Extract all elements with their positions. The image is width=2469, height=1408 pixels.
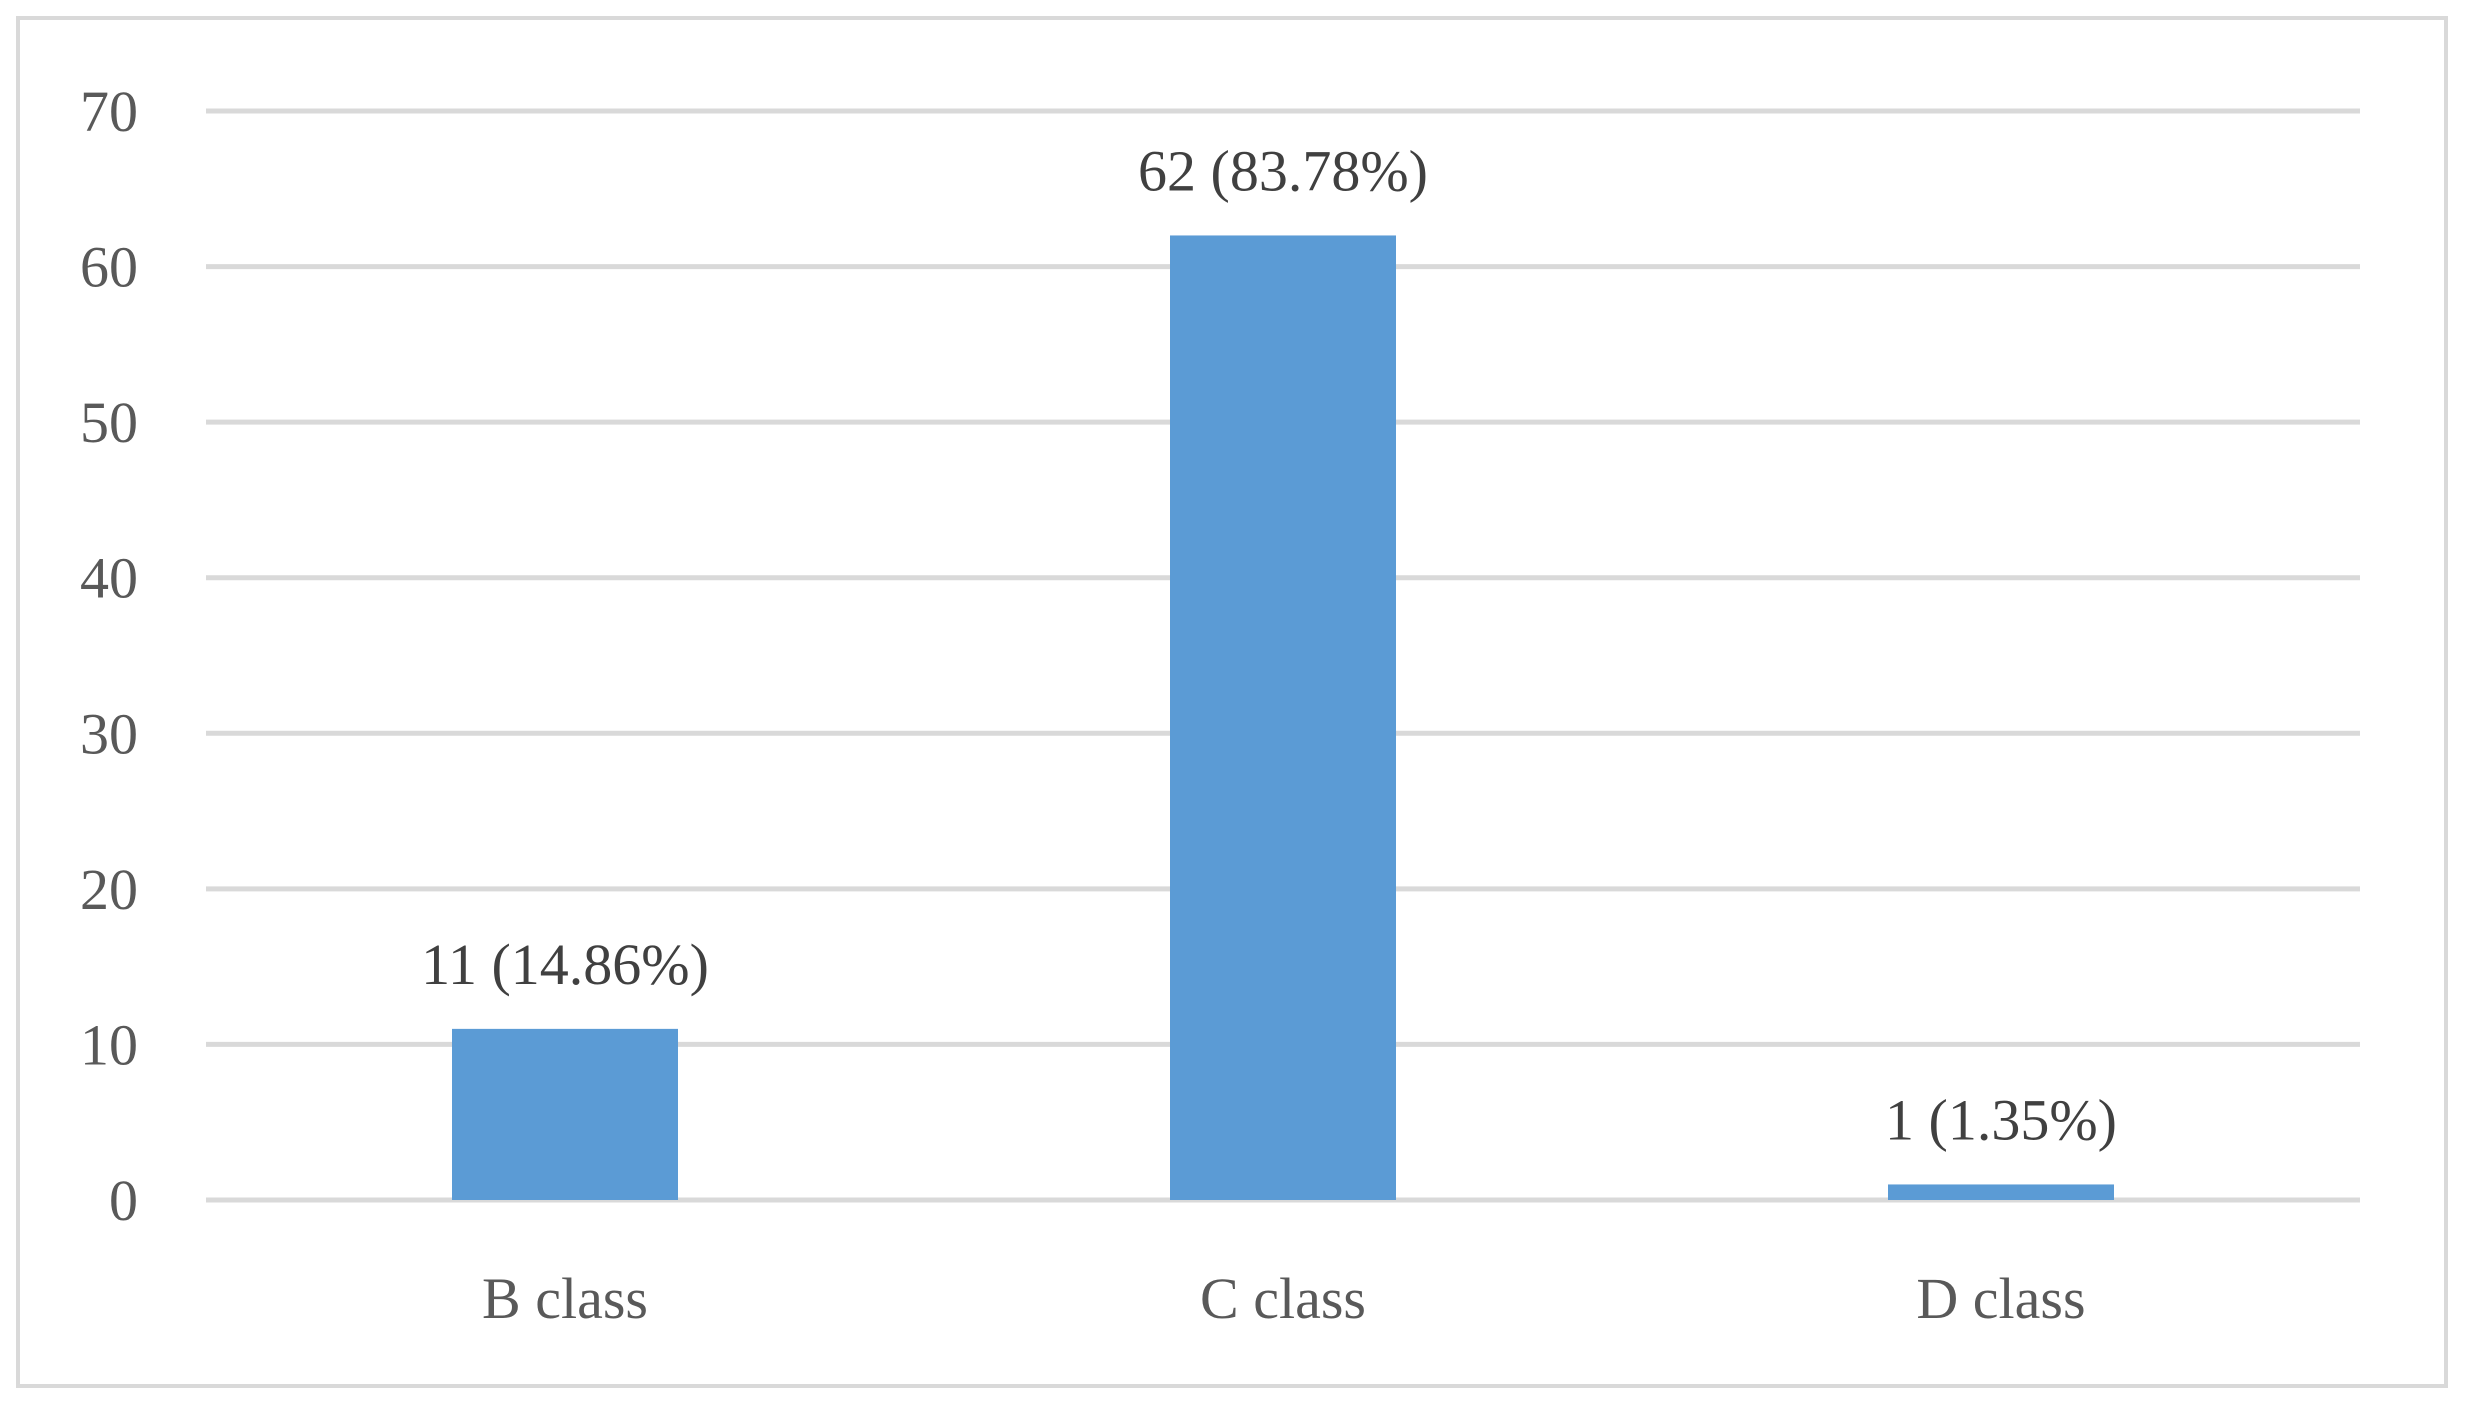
x-tick-label: C class bbox=[1200, 1266, 1366, 1331]
y-tick-label: 70 bbox=[80, 79, 138, 144]
data-labels: 11 (14.86%) 62 (83.78%) 1 (1.35%) bbox=[421, 138, 2117, 1152]
y-tick-label: 20 bbox=[80, 857, 138, 922]
bar-d-class bbox=[1888, 1184, 2114, 1200]
y-tick-label: 50 bbox=[80, 390, 138, 455]
y-axis-tick-labels: 0 10 20 30 40 50 60 70 bbox=[80, 79, 138, 1233]
y-tick-label: 0 bbox=[109, 1168, 138, 1233]
data-label: 1 (1.35%) bbox=[1885, 1087, 2117, 1152]
data-label: 11 (14.86%) bbox=[421, 932, 709, 997]
y-tick-label: 10 bbox=[80, 1012, 138, 1077]
y-tick-label: 60 bbox=[80, 235, 138, 300]
y-tick-label: 30 bbox=[80, 701, 138, 766]
x-tick-label: B class bbox=[482, 1266, 648, 1331]
y-tick-label: 40 bbox=[80, 546, 138, 611]
bars bbox=[452, 235, 2114, 1200]
x-tick-label: D class bbox=[1916, 1266, 2085, 1331]
bar-c-class bbox=[1170, 235, 1396, 1200]
data-label: 62 (83.78%) bbox=[1138, 138, 1428, 203]
bar-b-class bbox=[452, 1028, 678, 1200]
x-axis-tick-labels: B class C class D class bbox=[482, 1266, 2086, 1331]
